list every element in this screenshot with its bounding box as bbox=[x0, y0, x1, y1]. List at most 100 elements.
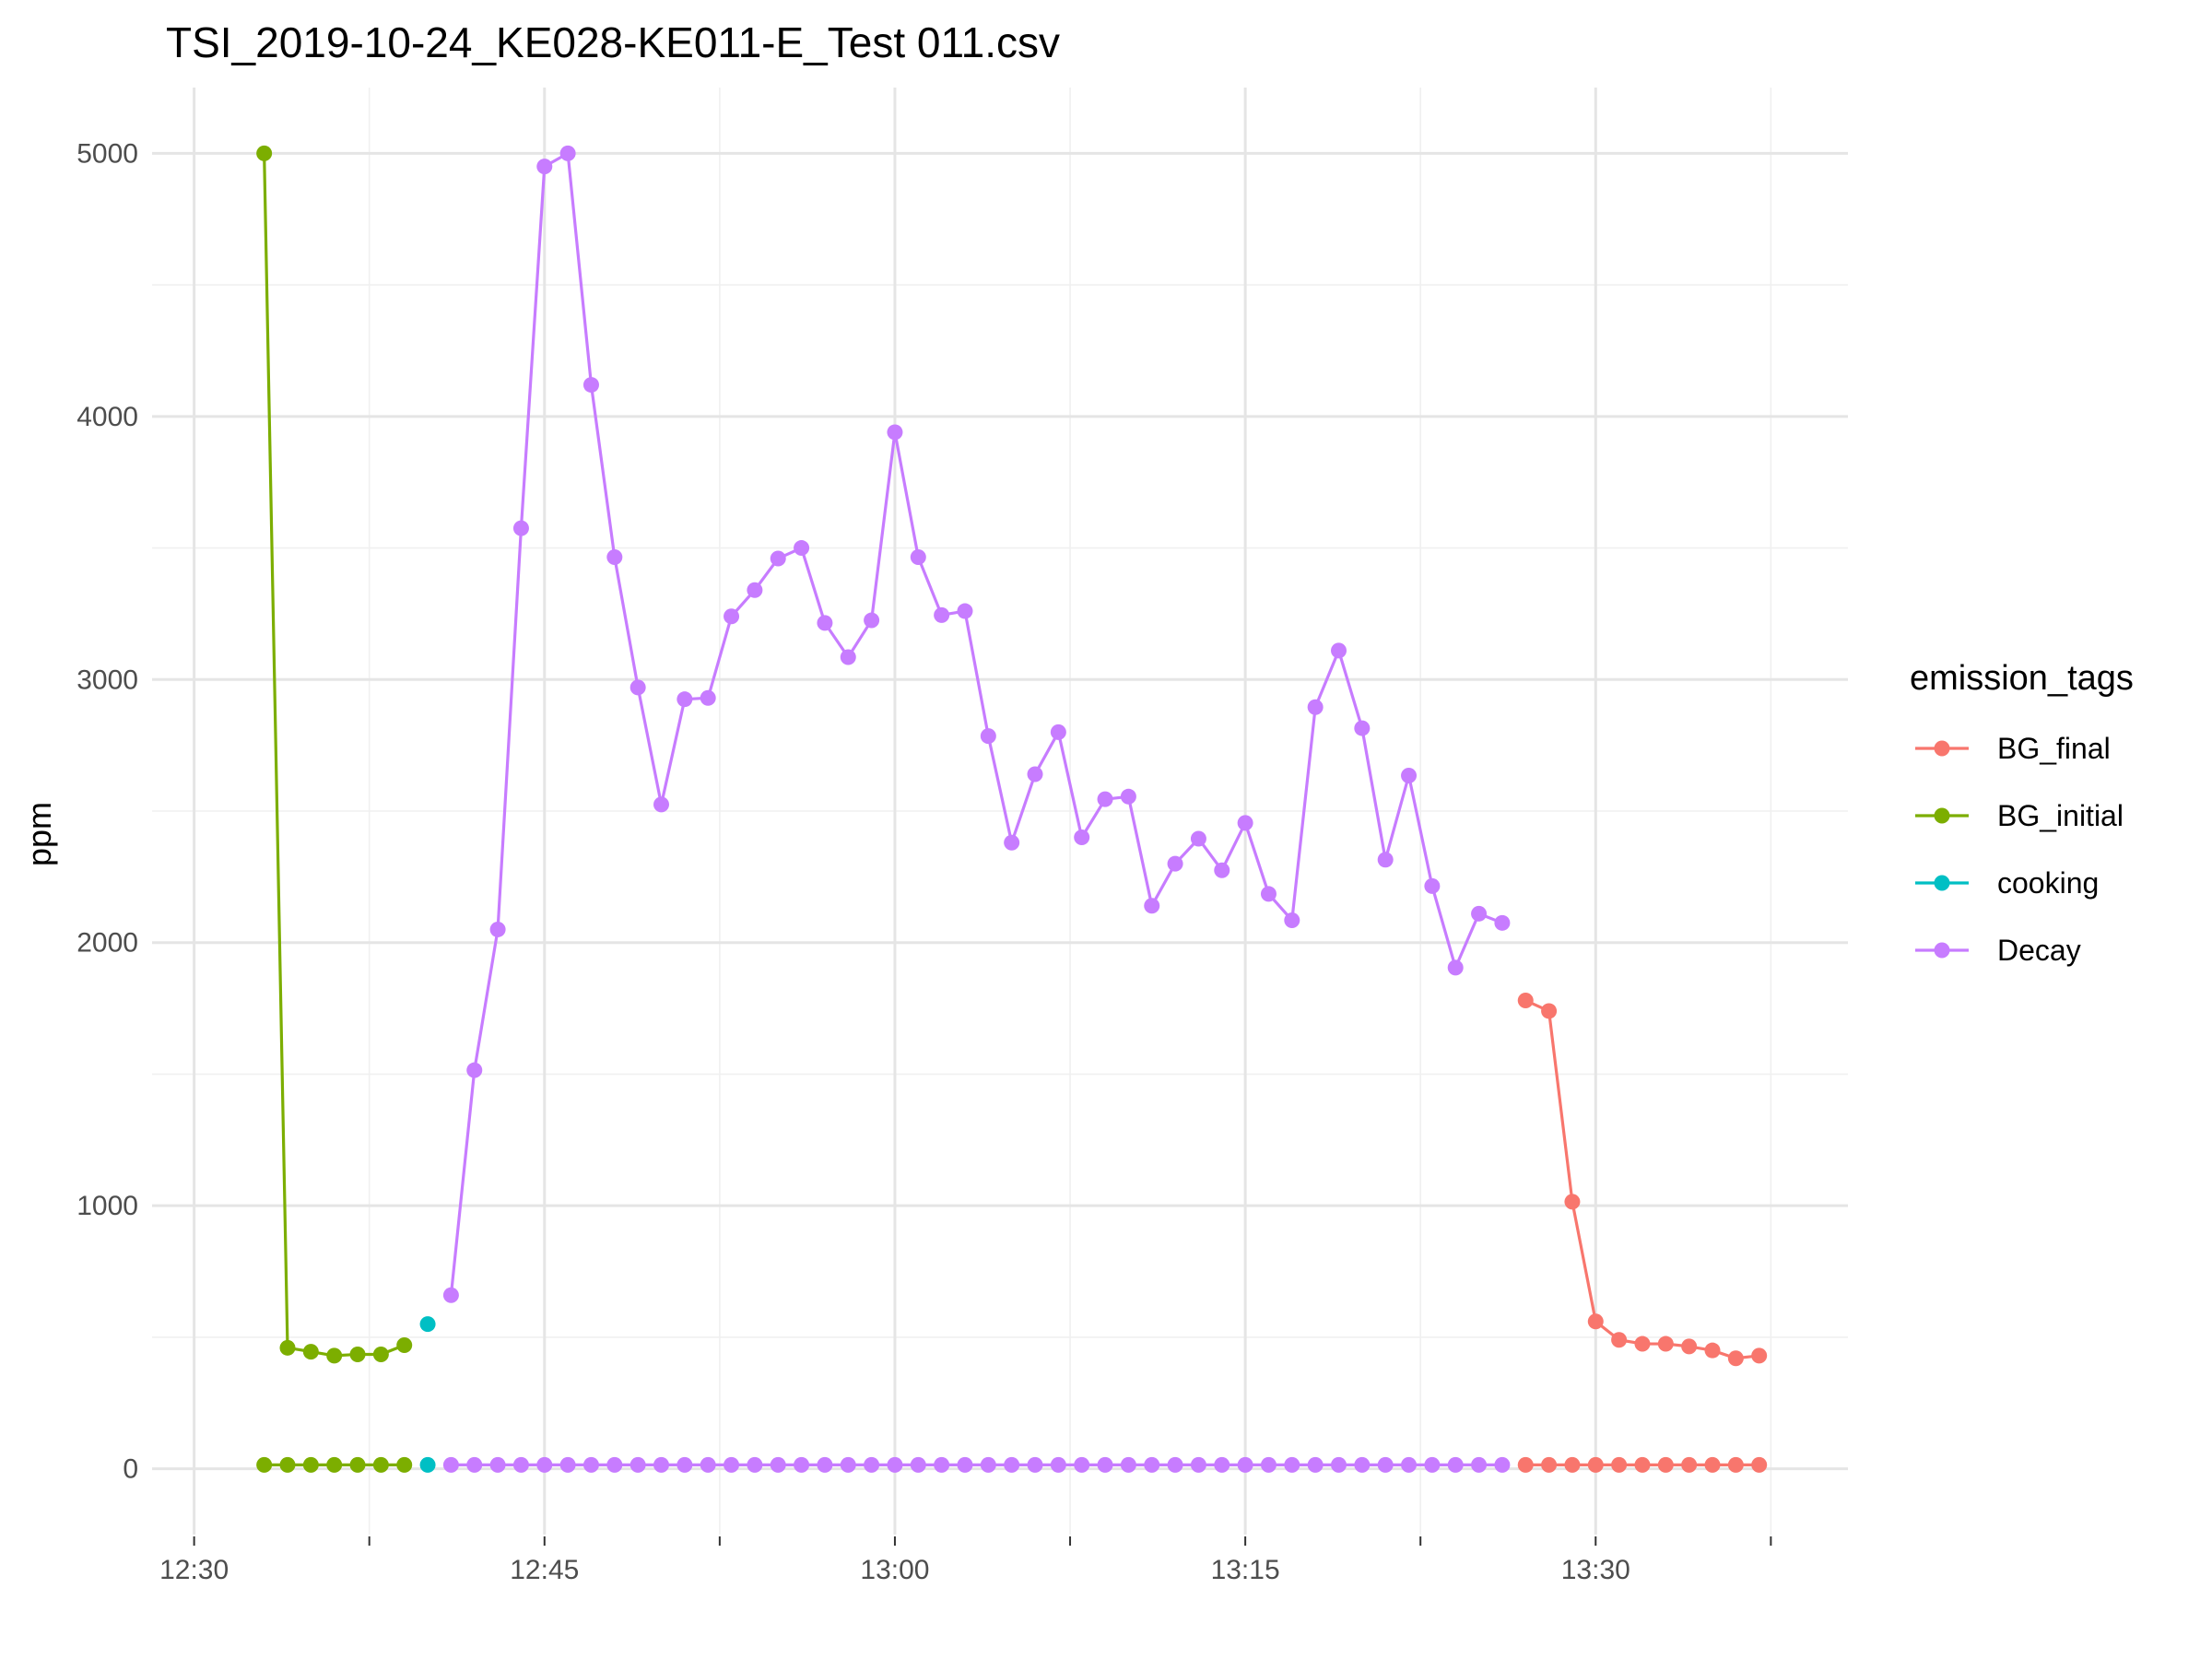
baseline-point-bg-initial bbox=[326, 1456, 343, 1473]
baseline-point-decay bbox=[1330, 1456, 1347, 1473]
data-point-decay bbox=[887, 424, 903, 441]
baseline-point-decay bbox=[1377, 1456, 1394, 1473]
baseline-point-bg-final bbox=[1564, 1456, 1581, 1473]
y-axis-label: ppm bbox=[20, 802, 58, 866]
baseline-point-decay bbox=[934, 1456, 950, 1473]
data-point-decay bbox=[864, 612, 880, 629]
y-tick-label: 3000 bbox=[76, 665, 138, 695]
baseline-point-decay bbox=[1424, 1456, 1441, 1473]
y-tick-label: 2000 bbox=[76, 928, 138, 959]
data-point-decay bbox=[1097, 791, 1113, 807]
data-point-bg-final bbox=[1517, 993, 1534, 1009]
baseline-point-decay bbox=[677, 1456, 693, 1473]
data-point-decay bbox=[536, 159, 553, 175]
legend-item-decay: Decay bbox=[1915, 934, 2081, 967]
baseline-point-decay bbox=[957, 1456, 973, 1473]
baseline-point-decay bbox=[536, 1456, 553, 1473]
legend-label: BG_initial bbox=[1997, 799, 2124, 832]
baseline-point-decay bbox=[1237, 1456, 1253, 1473]
data-point-decay bbox=[1354, 720, 1371, 736]
data-point-decay bbox=[1377, 852, 1394, 868]
baseline-point-decay bbox=[910, 1456, 926, 1473]
baseline-point-decay bbox=[1050, 1456, 1066, 1473]
baseline-point-decay bbox=[512, 1456, 529, 1473]
major-gridlines bbox=[152, 88, 1848, 1535]
data-point-decay bbox=[957, 603, 973, 619]
baseline-point-bg-initial bbox=[279, 1456, 296, 1473]
baseline-point-bg-initial bbox=[396, 1456, 413, 1473]
data-point-decay bbox=[934, 606, 950, 623]
data-point-bg-final bbox=[1541, 1003, 1558, 1019]
baseline-point-decay bbox=[559, 1456, 576, 1473]
x-tick-label: 12:45 bbox=[510, 1555, 579, 1585]
baseline-point-bg-final bbox=[1587, 1456, 1604, 1473]
data-point-decay bbox=[489, 921, 506, 937]
data-point-decay bbox=[794, 540, 810, 557]
data-point-decay bbox=[1027, 766, 1043, 782]
legend-label: cooking bbox=[1997, 866, 2099, 900]
data-point-decay bbox=[747, 582, 763, 598]
data-point-bg-initial bbox=[349, 1346, 366, 1362]
baseline-point-decay bbox=[864, 1456, 880, 1473]
baseline-point-decay bbox=[724, 1456, 740, 1473]
legend-key-point bbox=[1934, 807, 1950, 824]
baseline-point-decay bbox=[1260, 1456, 1277, 1473]
baseline-point-bg-initial bbox=[372, 1456, 389, 1473]
series-line-decay bbox=[449, 151, 1503, 1296]
baseline-point-decay bbox=[700, 1456, 716, 1473]
baseline-point-bg-final bbox=[1727, 1456, 1744, 1473]
baseline-point-bg-final bbox=[1611, 1456, 1628, 1473]
data-point-cooking bbox=[419, 1316, 436, 1333]
baseline-point-decay bbox=[442, 1456, 459, 1473]
x-axis-ticks: 12:30 12:45 13:00 13:15 13:30 bbox=[159, 1536, 1772, 1585]
legend-item-bg-final: BG_final bbox=[1915, 732, 2111, 765]
data-point-decay bbox=[1167, 855, 1183, 872]
data-point-bg-final bbox=[1634, 1335, 1651, 1352]
data-point-bg-initial bbox=[279, 1339, 296, 1356]
baseline-point-decay bbox=[840, 1456, 856, 1473]
baseline-point-decay bbox=[770, 1456, 786, 1473]
data-point-bg-initial bbox=[396, 1336, 413, 1353]
data-point-bg-initial bbox=[302, 1344, 319, 1360]
legend-key-point bbox=[1934, 875, 1950, 891]
baseline-point-decay bbox=[606, 1456, 623, 1473]
data-point-decay bbox=[980, 728, 996, 745]
baseline-point-decay bbox=[629, 1456, 646, 1473]
baseline-point-decay bbox=[747, 1456, 763, 1473]
data-point-decay bbox=[1284, 912, 1300, 928]
x-tick-label: 13:30 bbox=[1561, 1555, 1630, 1585]
data-point-decay bbox=[1074, 830, 1090, 846]
baseline-point-decay bbox=[1494, 1456, 1511, 1473]
baseline-point-decay bbox=[1167, 1456, 1183, 1473]
data-point-bg-final bbox=[1751, 1347, 1768, 1364]
baseline-point-decay bbox=[1354, 1456, 1371, 1473]
baseline-point-bg-initial bbox=[302, 1456, 319, 1473]
data-point-bg-final bbox=[1564, 1194, 1581, 1210]
legend-label: BG_final bbox=[1997, 732, 2111, 765]
data-point-decay bbox=[1471, 905, 1488, 922]
baseline-point-decay bbox=[1471, 1456, 1488, 1473]
baseline-point-bg-initial bbox=[349, 1456, 366, 1473]
y-tick-label: 5000 bbox=[76, 138, 138, 169]
y-axis-ticks: 0 1000 2000 3000 4000 5000 bbox=[76, 138, 138, 1484]
baseline-point-decay bbox=[1190, 1456, 1206, 1473]
legend-item-cooking: cooking bbox=[1915, 866, 2099, 900]
data-point-decay bbox=[1190, 830, 1206, 847]
data-point-decay bbox=[512, 520, 529, 536]
data-point-decay bbox=[724, 608, 740, 625]
data-point-bg-initial bbox=[256, 145, 273, 161]
data-point-decay bbox=[466, 1062, 483, 1078]
data-point-decay bbox=[700, 689, 716, 706]
data-point-decay bbox=[770, 550, 786, 567]
legend-label: Decay bbox=[1997, 934, 2081, 967]
baseline-point-decay bbox=[1004, 1456, 1020, 1473]
legend-key-point bbox=[1934, 740, 1950, 757]
data-point-decay bbox=[677, 691, 693, 708]
data-point-decay bbox=[1494, 914, 1511, 931]
legend-key-point bbox=[1934, 942, 1950, 959]
x-tick-label: 13:00 bbox=[860, 1555, 929, 1585]
baseline-point-decay bbox=[582, 1456, 599, 1473]
series-lines bbox=[263, 151, 1759, 1466]
